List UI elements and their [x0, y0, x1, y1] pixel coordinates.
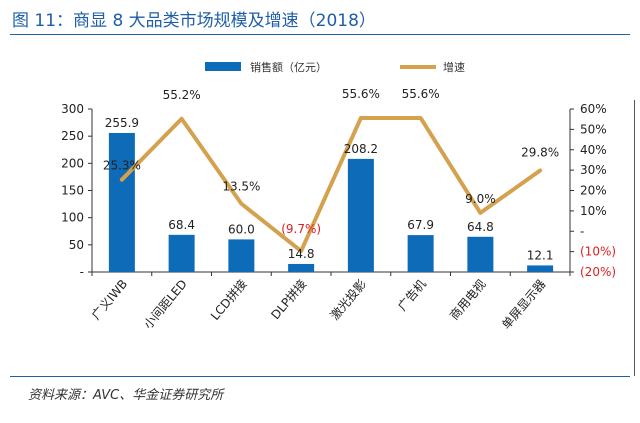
category-label: LCD拼接	[207, 276, 250, 323]
category-label: 单屏显示器	[499, 277, 548, 332]
right-axis-tick-label: (10%)	[580, 245, 616, 259]
bar-value-label: 64.8	[467, 220, 494, 234]
growth-value-label: 55.6%	[402, 87, 440, 101]
right-axis-tick-label: 60%	[580, 102, 607, 116]
title-divider	[10, 34, 630, 35]
left-axis-tick-label: 250	[61, 129, 84, 143]
growth-value-label: (9.7%)	[281, 222, 321, 236]
bar-value-label: 208.2	[344, 142, 378, 156]
bar-8	[527, 265, 554, 272]
bar-value-label: 12.1	[527, 248, 554, 262]
bar-3	[228, 239, 255, 272]
bar-value-label: 60.0	[228, 222, 255, 236]
category-label: DLP拼接	[268, 276, 310, 322]
bar-value-label: 255.9	[105, 116, 139, 130]
left-axis-tick-label: 100	[61, 211, 84, 225]
left-axis-tick-label: 150	[61, 184, 84, 198]
figure-title: 图 11：商显 8 大品类市场规模及增速（2018）	[12, 11, 376, 31]
left-axis-tick-label: 50	[69, 238, 84, 252]
bar-6	[407, 235, 434, 272]
left-axis-tick-label: -	[80, 265, 84, 279]
category-label: 广告机	[395, 277, 429, 314]
bar-value-label: 68.4	[168, 218, 195, 232]
bar-1	[108, 132, 135, 272]
growth-value-label: 13.5%	[222, 180, 260, 194]
bar-value-label: 14.8	[288, 247, 315, 261]
growth-value-label: 55.6%	[342, 87, 380, 101]
right-axis-tick-label: 10%	[580, 204, 607, 218]
growth-value-label: 29.8%	[521, 146, 559, 160]
legend-bar-swatch	[205, 62, 241, 71]
bar-5	[347, 158, 374, 272]
bottom-divider	[10, 376, 630, 377]
bar-7	[467, 236, 494, 272]
growth-value-label: 55.2%	[163, 88, 201, 102]
combo-chart: - 50 100 150 200 250 300 (20%) (10%) - 10% 20% 30% 40…	[61, 60, 616, 332]
growth-value-label: 25.3%	[103, 159, 141, 173]
frame-right-edge	[634, 100, 635, 376]
legend-bar-label: 销售额（亿元）	[250, 60, 327, 74]
right-axis-tick-label: 40%	[580, 143, 607, 157]
right-axis-tick-label: 50%	[580, 122, 607, 136]
category-label: 广义IWB	[89, 277, 130, 322]
source-note: 资料来源：AVC、华金证券研究所	[28, 388, 224, 403]
left-axis-tick-label: 200	[61, 156, 84, 170]
category-label: 商用电视	[446, 276, 488, 322]
growth-line	[119, 115, 543, 254]
bar-2	[168, 234, 195, 272]
category-label: 激光投影	[327, 276, 369, 322]
right-axis-tick-label: -	[580, 224, 584, 238]
right-axis-tick-label: 20%	[580, 184, 607, 198]
bar-4	[288, 263, 315, 272]
bar-value-label: 67.9	[407, 218, 434, 232]
legend-line-label: 增速	[443, 60, 465, 74]
growth-value-label: 9.0%	[465, 192, 496, 206]
left-axis-tick-label: 300	[61, 102, 84, 116]
right-axis-tick-label: 30%	[580, 163, 607, 177]
right-axis-tick-label: (20%)	[580, 265, 616, 279]
category-label: 小间距LED	[141, 277, 190, 332]
